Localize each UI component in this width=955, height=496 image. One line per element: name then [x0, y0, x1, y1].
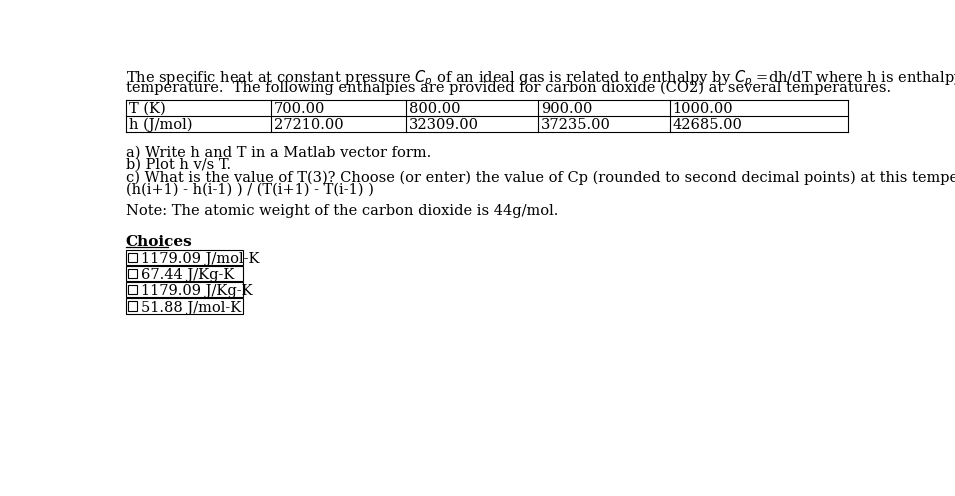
Text: 37235.00: 37235.00 [541, 118, 611, 132]
Text: a) Write h and T in a Matlab vector form.: a) Write h and T in a Matlab vector form… [125, 146, 431, 160]
Bar [125, 298, 244, 313]
Text: b) Plot h v/s T.: b) Plot h v/s T. [125, 158, 231, 172]
Text: Note: The atomic weight of the carbon dioxide is 44g/mol.: Note: The atomic weight of the carbon di… [125, 204, 558, 218]
Bar [128, 285, 138, 294]
Bar [128, 253, 138, 262]
Text: Choices: Choices [125, 235, 192, 249]
Text: 700.00: 700.00 [273, 102, 325, 116]
Bar [128, 269, 138, 278]
Text: c) What is the value of T(3)? Choose (or enter) the value of Cp (rounded to seco: c) What is the value of T(3)? Choose (or… [125, 171, 955, 185]
Text: 42685.00: 42685.00 [672, 118, 743, 132]
Text: 800.00: 800.00 [410, 102, 460, 116]
Bar [128, 301, 138, 310]
Text: The specific heat at constant pressure $C_p$ of an ideal gas is related to entha: The specific heat at constant pressure $… [125, 69, 955, 89]
Text: 900.00: 900.00 [541, 102, 592, 116]
Text: 1179.09 J/Kg-K: 1179.09 J/Kg-K [141, 284, 253, 299]
Text: 1179.09 J/mol-K: 1179.09 J/mol-K [141, 252, 260, 266]
Bar [125, 266, 244, 281]
Text: 67.44 J/Kg-K: 67.44 J/Kg-K [141, 268, 234, 282]
Text: 51.88 J/mol-K: 51.88 J/mol-K [141, 301, 242, 314]
Text: h (J/mol): h (J/mol) [129, 118, 192, 132]
Bar [125, 249, 244, 265]
Text: 1000.00: 1000.00 [672, 102, 733, 116]
Bar [125, 282, 244, 298]
Text: (h(i+1) - h(i-1) ) / (T(i+1) - T(i-1) ): (h(i+1) - h(i-1) ) / (T(i+1) - T(i-1) ) [125, 183, 373, 197]
Text: 27210.00: 27210.00 [273, 118, 343, 132]
Text: 32309.00: 32309.00 [410, 118, 479, 132]
Text: T (K): T (K) [129, 102, 165, 116]
Text: temperature.  The following enthalpies are provided for carbon dioxide (CO2) at : temperature. The following enthalpies ar… [125, 81, 891, 95]
